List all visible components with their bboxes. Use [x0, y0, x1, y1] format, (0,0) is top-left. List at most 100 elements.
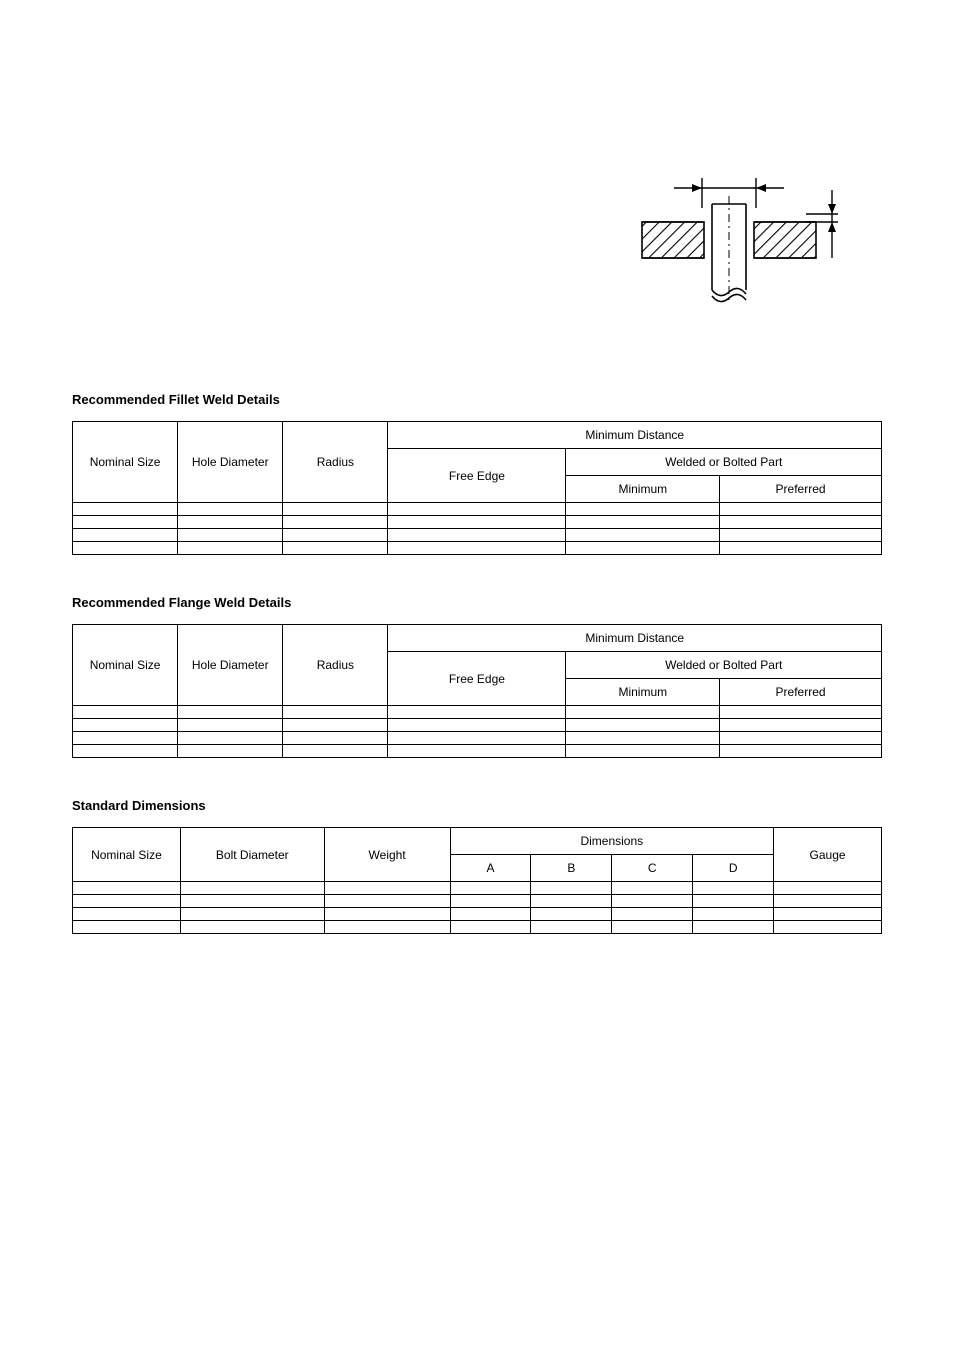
- table-cell: [283, 706, 388, 719]
- table-cell: [612, 908, 693, 921]
- table-row: [73, 882, 882, 895]
- col-header: B: [531, 855, 612, 882]
- dimensions-table: Nominal Size Bolt Diameter Weight Dimens…: [72, 827, 882, 934]
- col-header: Hole Diameter: [178, 422, 283, 503]
- table-row: [73, 745, 882, 758]
- table-cell: [774, 895, 882, 908]
- table-row: [73, 895, 882, 908]
- table-cell: [283, 745, 388, 758]
- table-row: [73, 503, 882, 516]
- col-header: A: [450, 855, 531, 882]
- table-cell: [531, 908, 612, 921]
- table-cell: [774, 908, 882, 921]
- table-cell: [73, 732, 178, 745]
- table-cell: [531, 895, 612, 908]
- table-cell: [774, 882, 882, 895]
- cylinder-in-plate-diagram: [634, 170, 854, 330]
- dimensions-table-group: Standard Dimensions Nominal Size Bolt Di…: [72, 798, 882, 934]
- table-cell: [774, 921, 882, 934]
- col-header-group: Minimum Distance: [388, 625, 882, 652]
- col-header-group: Dimensions: [450, 828, 774, 855]
- table-cell: [612, 921, 693, 934]
- table-cell: [283, 503, 388, 516]
- table-cell: [178, 706, 283, 719]
- table-cell: [720, 719, 882, 732]
- table-cell: [531, 921, 612, 934]
- table-cell: [73, 516, 178, 529]
- table-cell: [178, 516, 283, 529]
- col-header: Nominal Size: [73, 828, 181, 882]
- page-container: Recommended Fillet Weld Details Nominal …: [0, 0, 954, 1348]
- table-cell: [324, 882, 450, 895]
- table-cell: [324, 908, 450, 921]
- table-cell: [178, 529, 283, 542]
- table-cell: [283, 732, 388, 745]
- table-cell: [283, 542, 388, 555]
- table-cell: [73, 542, 178, 555]
- table-row: [73, 706, 882, 719]
- table-cell: [180, 921, 324, 934]
- col-header: Minimum: [566, 679, 720, 706]
- table-header-row: Nominal Size Hole Diameter Radius Minimu…: [73, 625, 882, 652]
- table-cell: [388, 732, 566, 745]
- table-cell: [566, 719, 720, 732]
- table-row: [73, 529, 882, 542]
- table-cell: [283, 516, 388, 529]
- table-cell: [566, 732, 720, 745]
- table-cell: [73, 719, 178, 732]
- table-cell: [566, 516, 720, 529]
- table-cell: [73, 706, 178, 719]
- col-header: Preferred: [720, 679, 882, 706]
- table-row: [73, 732, 882, 745]
- table-header-row: Nominal Size Bolt Diameter Weight Dimens…: [73, 828, 882, 855]
- dimensions-heading: Standard Dimensions: [72, 798, 882, 813]
- col-header: Hole Diameter: [178, 625, 283, 706]
- table-cell: [73, 895, 181, 908]
- table-row: [73, 542, 882, 555]
- table-cell: [566, 503, 720, 516]
- fillet-weld-table: Nominal Size Hole Diameter Radius Minimu…: [72, 421, 882, 555]
- table-cell: [693, 895, 774, 908]
- table-cell: [450, 921, 531, 934]
- table-cell: [720, 706, 882, 719]
- table-cell: [283, 529, 388, 542]
- table-cell: [178, 719, 283, 732]
- table-cell: [388, 745, 566, 758]
- table-cell: [531, 882, 612, 895]
- flange-weld-table-group: Recommended Flange Weld Details Nominal …: [72, 595, 882, 758]
- table-cell: [693, 921, 774, 934]
- table-cell: [388, 542, 566, 555]
- table-cell: [180, 895, 324, 908]
- table-cell: [324, 921, 450, 934]
- table-cell: [566, 745, 720, 758]
- table-cell: [450, 895, 531, 908]
- table-cell: [178, 542, 283, 555]
- table-cell: [180, 882, 324, 895]
- col-header: Bolt Diameter: [180, 828, 324, 882]
- col-header: Nominal Size: [73, 625, 178, 706]
- table-cell: [283, 719, 388, 732]
- col-header-group: Minimum Distance: [388, 422, 882, 449]
- table-cell: [566, 706, 720, 719]
- diagram-svg: [634, 170, 854, 330]
- table-cell: [178, 745, 283, 758]
- table-cell: [180, 908, 324, 921]
- table-cell: [388, 516, 566, 529]
- table-row: [73, 719, 882, 732]
- table-cell: [73, 921, 181, 934]
- table-cell: [388, 503, 566, 516]
- table-cell: [73, 908, 181, 921]
- table-cell: [388, 706, 566, 719]
- col-header-group: Welded or Bolted Part: [566, 652, 882, 679]
- col-header: Nominal Size: [73, 422, 178, 503]
- table-cell: [388, 529, 566, 542]
- table-cell: [720, 503, 882, 516]
- table-cell: [73, 503, 178, 516]
- fillet-weld-heading: Recommended Fillet Weld Details: [72, 392, 882, 407]
- col-header: C: [612, 855, 693, 882]
- table-cell: [73, 882, 181, 895]
- table-cell: [566, 542, 720, 555]
- table-cell: [720, 745, 882, 758]
- table-row: [73, 921, 882, 934]
- table-row: [73, 516, 882, 529]
